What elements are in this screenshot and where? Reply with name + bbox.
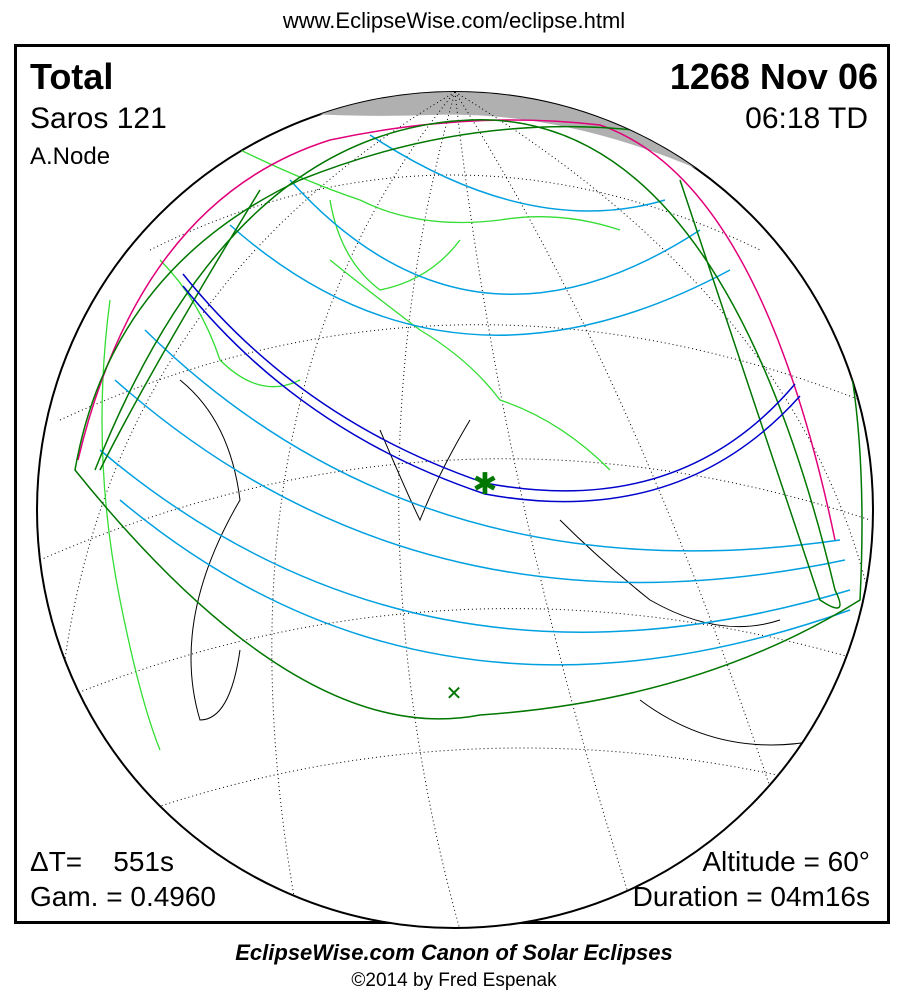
gamma: Gam. = 0.4960 [30,881,217,912]
greatest-eclipse-star-icon: ✱ [472,468,497,501]
eclipse-type: Total [30,56,114,97]
sub-solar-x-icon: ✕ [446,683,463,705]
saros: Saros 121 [30,102,167,135]
country-borders [101,139,621,751]
time: 06:18 TD [745,102,868,135]
globe [36,91,874,929]
footer-copyright: ©2014 by Fred Espenak [351,970,557,991]
penumbra-lines [99,134,851,666]
eclipse-date: 1268 Nov 06 [669,56,878,97]
url-header: www.EclipseWise.com/eclipse.html [282,8,626,33]
node: A.Node [30,143,111,170]
delta-t: ΔT= 551s [30,846,174,877]
duration: Duration = 04m16s [632,881,870,912]
central-path [182,273,801,503]
footer-title: EclipseWise.com Canon of Solar Eclipses [235,940,673,965]
rise-set-curve [77,119,836,541]
graticule [39,92,871,928]
altitude: Altitude = 60° [702,846,870,877]
land-outlines [179,379,821,746]
